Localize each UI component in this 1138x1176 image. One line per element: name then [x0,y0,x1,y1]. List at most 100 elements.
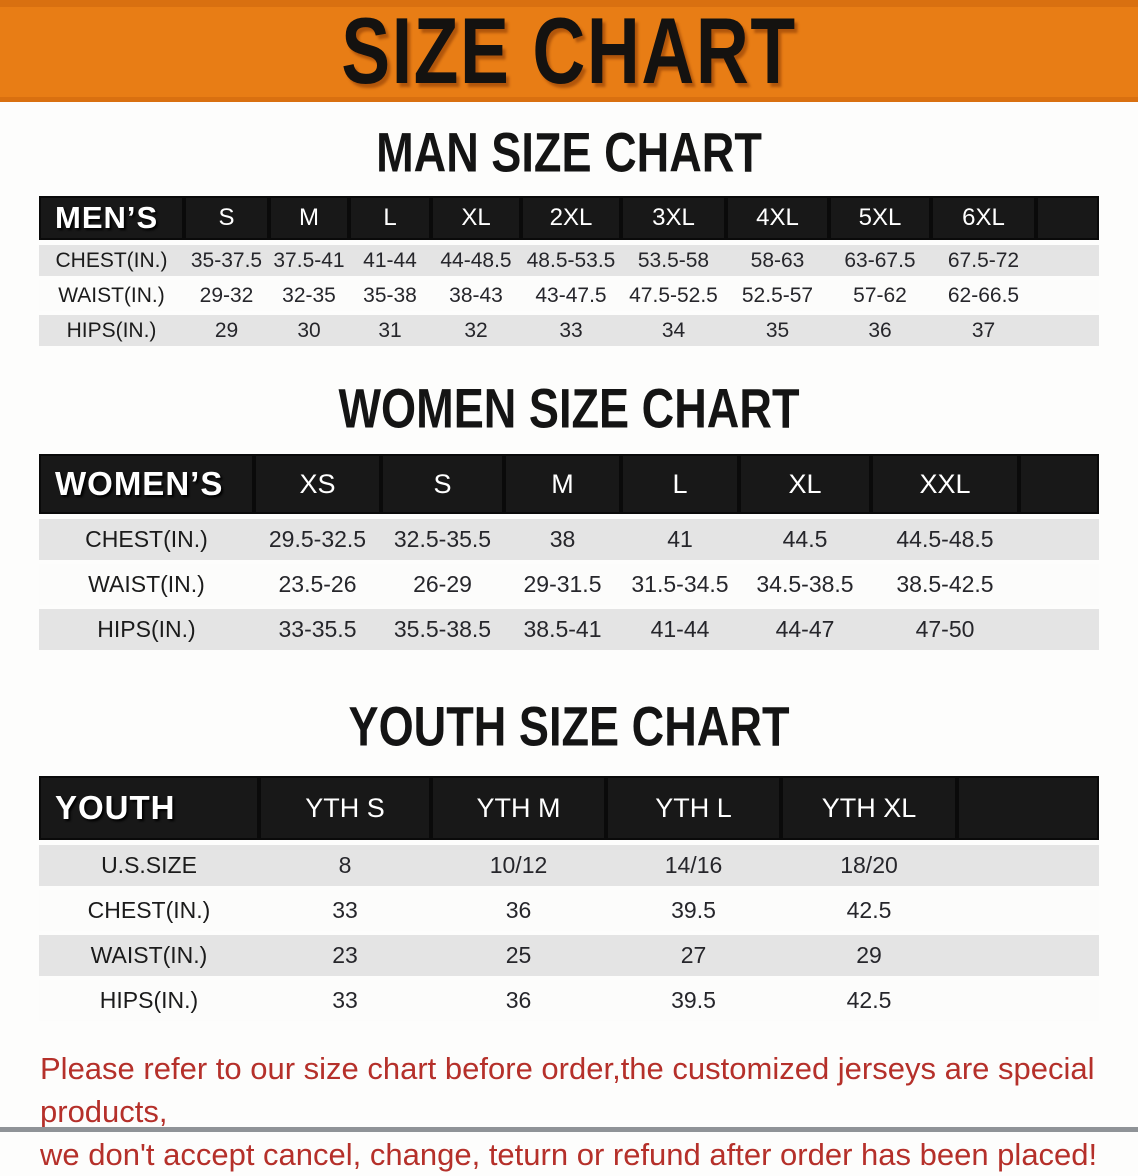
measurement-value: 30 [269,315,349,350]
size-header-row: MEN’S S M L XL 2XL 3XL 4XL 5XL 6XL [39,196,1099,245]
measurement-value: 36 [431,980,606,1025]
size-column-header: M [504,454,621,519]
measurement-value: 31.5-34.5 [621,564,739,609]
disclaimer-line-2: we don't accept cancel, change, teturn o… [40,1137,1098,1172]
bottom-divider [0,1127,1138,1132]
size-column-header: YTH M [431,776,606,845]
measurement-value: 34.5-38.5 [739,564,871,609]
measurement-value: 39.5 [606,890,781,935]
youth-section-heading: YOUTH SIZE CHART [348,694,790,758]
measurement-value: 33-35.5 [254,609,381,654]
measurement-value: 58-63 [726,245,829,280]
size-column-header: M [269,196,349,245]
measurement-row: WAIST(IN.) 29-32 32-35 35-38 38-43 43-47.5 47.… [39,280,1099,315]
measurement-value: 44.5-48.5 [871,519,1019,564]
size-column-header: S [184,196,269,245]
measurement-label: HIPS(IN.) [39,609,254,654]
measurement-label: U.S.SIZE [39,845,259,890]
size-column-header: XXL [871,454,1019,519]
measurement-value: 32 [431,315,521,350]
size-column-header: 6XL [931,196,1036,245]
row-filler [957,890,1099,935]
measurement-value: 57-62 [829,280,931,315]
men-size-table: MEN’S S M L XL 2XL 3XL 4XL 5XL 6XL CHEST(IN.) 35-37… [39,196,1099,350]
measurement-value: 26-29 [381,564,504,609]
header-filler [957,776,1099,845]
measurement-row: U.S.SIZE 8 10/12 14/16 18/20 [39,845,1099,890]
measurement-value: 33 [259,980,431,1025]
measurement-value: 23 [259,935,431,980]
table-group-label: WOMEN’S [39,454,254,519]
measurement-label: HIPS(IN.) [39,980,259,1025]
measurement-value: 29 [184,315,269,350]
size-column-header: YTH S [259,776,431,845]
row-filler [1036,315,1099,350]
row-filler [957,980,1099,1025]
measurement-row: CHEST(IN.) 33 36 39.5 42.5 [39,890,1099,935]
youth-size-table: YOUTH YTH S YTH M YTH L YTH XL U.S.SIZE 8 10/12… [39,776,1099,1025]
measurement-value: 44-47 [739,609,871,654]
measurement-row: CHEST(IN.) 35-37.5 37.5-41 41-44 44-48.5 48.5… [39,245,1099,280]
measurement-value: 44-48.5 [431,245,521,280]
table-group-label: MEN’S [39,196,184,245]
measurement-value: 34 [621,315,726,350]
size-column-header: XS [254,454,381,519]
measurement-value: 33 [521,315,621,350]
measurement-label: HIPS(IN.) [39,315,184,350]
measurement-value: 29-31.5 [504,564,621,609]
youth-size-section: YOUTH SIZE CHART YOUTH YTH S YTH M YTH L YTH… [0,694,1138,1025]
women-section-heading: WOMEN SIZE CHART [338,376,800,440]
table-group-label: YOUTH [39,776,259,845]
measurement-value: 42.5 [781,890,957,935]
size-column-header: L [349,196,431,245]
measurement-value: 36 [829,315,931,350]
measurement-value: 29.5-32.5 [254,519,381,564]
size-header-row: YOUTH YTH S YTH M YTH L YTH XL [39,776,1099,845]
measurement-value: 23.5-26 [254,564,381,609]
measurement-value: 35-37.5 [184,245,269,280]
measurement-label: WAIST(IN.) [39,564,254,609]
size-column-header: S [381,454,504,519]
banner-title: SIZE CHART [341,0,797,103]
measurement-row: HIPS(IN.) 29 30 31 32 33 34 35 36 37 [39,315,1099,350]
measurement-row: CHEST(IN.) 29.5-32.5 32.5-35.5 38 41 44.5 44.5… [39,519,1099,564]
measurement-value: 39.5 [606,980,781,1025]
measurement-value: 53.5-58 [621,245,726,280]
size-column-header: L [621,454,739,519]
measurement-value: 42.5 [781,980,957,1025]
measurement-value: 35-38 [349,280,431,315]
measurement-value: 35 [726,315,829,350]
measurement-value: 27 [606,935,781,980]
measurement-value: 25 [431,935,606,980]
measurement-value: 44.5 [739,519,871,564]
header-filler [1036,196,1099,245]
measurement-value: 33 [259,890,431,935]
measurement-value: 29 [781,935,957,980]
measurement-value: 62-66.5 [931,280,1036,315]
measurement-value: 32.5-35.5 [381,519,504,564]
measurement-value: 47.5-52.5 [621,280,726,315]
disclaimer-line-1: Please refer to our size chart before or… [40,1051,1095,1129]
measurement-value: 41 [621,519,739,564]
measurement-value: 8 [259,845,431,890]
size-header-row: WOMEN’S XS S M L XL XXL [39,454,1099,519]
measurement-value: 47-50 [871,609,1019,654]
size-column-header: 4XL [726,196,829,245]
measurement-value: 41-44 [621,609,739,654]
measurement-value: 52.5-57 [726,280,829,315]
size-chart-banner: SIZE CHART [0,0,1138,102]
measurement-value: 18/20 [781,845,957,890]
row-filler [1019,564,1099,609]
measurement-value: 37 [931,315,1036,350]
measurement-value: 38-43 [431,280,521,315]
measurement-value: 38.5-41 [504,609,621,654]
measurement-value: 41-44 [349,245,431,280]
women-size-table: WOMEN’S XS S M L XL XXL CHEST(IN.) 29.5-32.5 32.5… [39,454,1099,654]
measurement-value: 38.5-42.5 [871,564,1019,609]
size-column-header: XL [739,454,871,519]
size-column-header: 3XL [621,196,726,245]
measurement-label: CHEST(IN.) [39,245,184,280]
size-column-header: 2XL [521,196,621,245]
row-filler [1036,245,1099,280]
measurement-label: CHEST(IN.) [39,519,254,564]
